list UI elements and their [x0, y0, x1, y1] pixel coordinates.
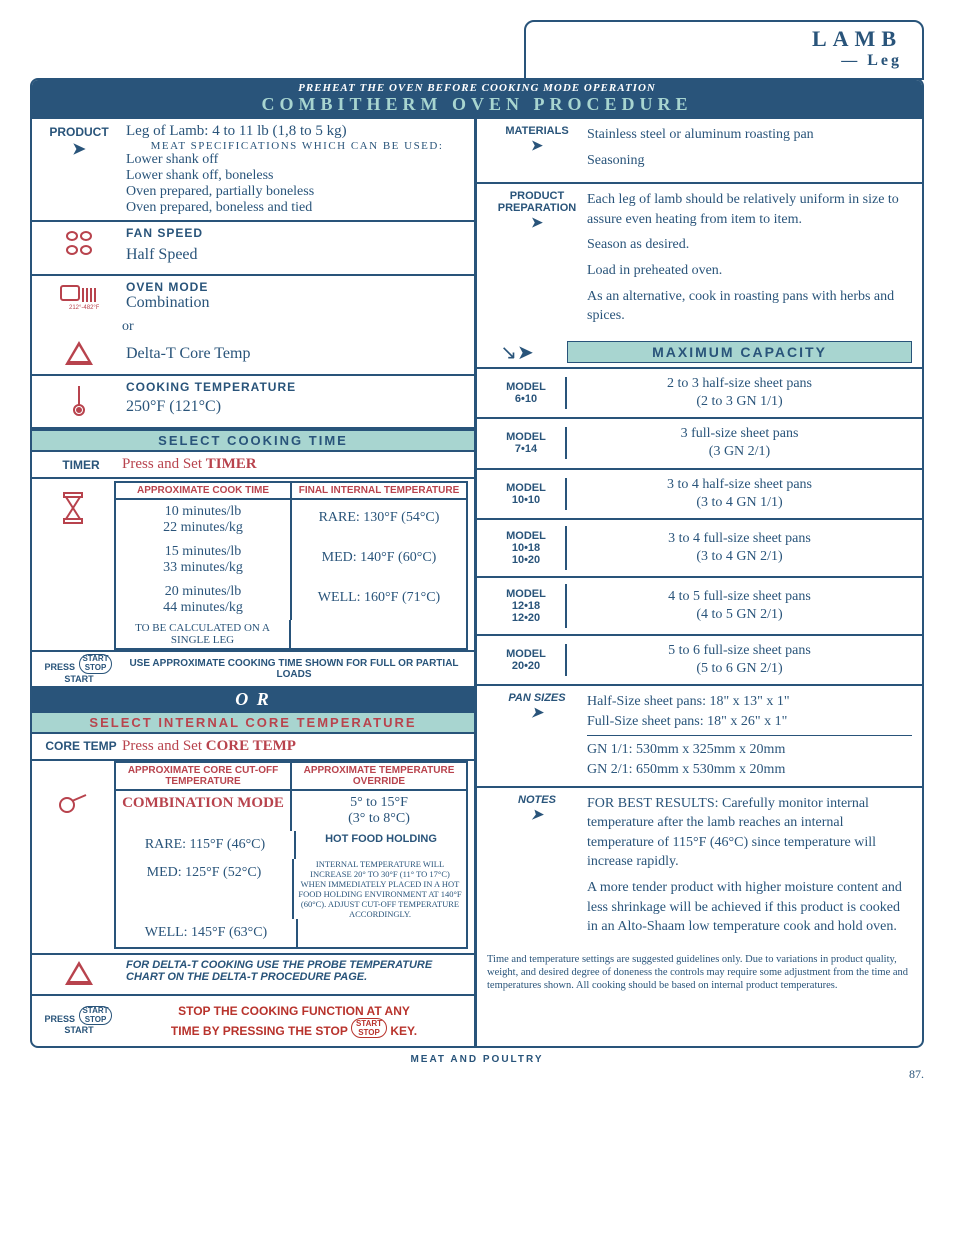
- left-column: PRODUCT➤ Leg of Lamb: 4 to 11 lb (1,8 to…: [32, 119, 477, 1046]
- cap-row: MODEL 10•103 to 4 half-size sheet pans (…: [477, 470, 922, 520]
- fanspeed-hdr: FAN SPEED: [126, 226, 468, 240]
- fanspeed-block: FAN SPEED Half Speed: [32, 222, 474, 276]
- delta-t-icon-2: [38, 959, 120, 990]
- procedure-title: COMBITHERM OVEN PROCEDURE: [32, 94, 922, 115]
- product-label: PRODUCT➤: [38, 123, 120, 159]
- right-column: MATERIALS➤ Stainless steel or aluminum r…: [477, 119, 922, 1046]
- preheat-note: PREHEAT THE OVEN BEFORE COOKING MODE OPE…: [32, 82, 922, 94]
- fan-icon: [38, 226, 120, 263]
- product-block: PRODUCT➤ Leg of Lamb: 4 to 11 lb (1,8 to…: [32, 119, 474, 222]
- main-frame: PREHEAT THE OVEN BEFORE COOKING MODE OPE…: [30, 78, 924, 1048]
- thermometer-icon: [38, 380, 120, 423]
- timer-row: TIMER Press and Set TIMER: [32, 452, 474, 479]
- cap-row: MODEL 12•18 12•204 to 5 full-size sheet …: [477, 578, 922, 636]
- delta-note-block: FOR DELTA-T COOKING USE THE PROBE TEMPER…: [32, 953, 474, 996]
- capacity-band: MAXIMUM CAPACITY: [567, 341, 912, 363]
- product-content: Leg of Lamb: 4 to 11 lb (1,8 to 5 kg) ME…: [120, 123, 468, 216]
- notes-block: NOTES➤ FOR BEST RESULTS: Carefully monit…: [477, 788, 922, 949]
- cap-row: MODEL 6•102 to 3 half-size sheet pans (2…: [477, 369, 922, 419]
- select-time-band: SELECT COOKING TIME: [32, 429, 474, 452]
- coretemp-row: CORE TEMP Press and Set CORE TEMP: [32, 734, 474, 761]
- pansizes-block: PAN SIZES➤ Half-Size sheet pans: 18" x 1…: [477, 686, 922, 787]
- press-start-note: PRESS START STOP START USE APPROXIMATE C…: [32, 650, 474, 688]
- ovenmode-block: 212°-482°F OVEN MODE Combination or Delt…: [32, 276, 474, 376]
- procedure-banner: PREHEAT THE OVEN BEFORE COOKING MODE OPE…: [32, 80, 922, 119]
- hourglass-icon: [32, 479, 114, 650]
- coretemp-table-wrap: APPROXIMATE CORE CUT-OFF TEMPERATURE APP…: [32, 761, 474, 953]
- prep-block: PRODUCT PREPARATION➤ Each leg of lamb sh…: [477, 184, 922, 338]
- page-number: 87.: [30, 1067, 924, 1082]
- footer-category: MEAT AND POULTRY: [30, 1054, 924, 1065]
- header-tab: LAMB — Leg: [524, 20, 924, 80]
- capacity-arrow-icon: ↘➤: [477, 340, 557, 365]
- stop-note: PRESS START STOP START STOP THE COOKING …: [32, 996, 474, 1046]
- cooktime-table-wrap: APPROXIMATE COOK TIME FINAL INTERNAL TEM…: [32, 479, 474, 650]
- cap-row: MODEL 20•205 to 6 full-size sheet pans (…: [477, 636, 922, 686]
- cap-row: MODEL 10•18 10•203 to 4 full-size sheet …: [477, 520, 922, 578]
- cooktemp-block: COOKING TEMPERATURE 250°F (121°C): [32, 376, 474, 429]
- combination-icon: 212°-482°F: [38, 280, 120, 315]
- capacity-rows: MODEL 6•102 to 3 half-size sheet pans (2…: [477, 369, 922, 687]
- svg-text:212°-482°F: 212°-482°F: [69, 305, 99, 310]
- disclaimer: Time and temperature settings are sugges…: [477, 949, 922, 1000]
- or-band: O R: [32, 688, 474, 711]
- cap-row: MODEL 7•143 full-size sheet pans (3 GN 2…: [477, 419, 922, 469]
- probe-icon: [32, 761, 114, 949]
- fanspeed-val: Half Speed: [126, 240, 468, 270]
- select-core-band: SELECT INTERNAL CORE TEMPERATURE: [32, 711, 474, 734]
- materials-block: MATERIALS➤ Stainless steel or aluminum r…: [477, 119, 922, 184]
- header-title: LAMB: [546, 26, 902, 52]
- delta-t-icon: [38, 339, 120, 370]
- header-subtitle: — Leg: [546, 52, 902, 70]
